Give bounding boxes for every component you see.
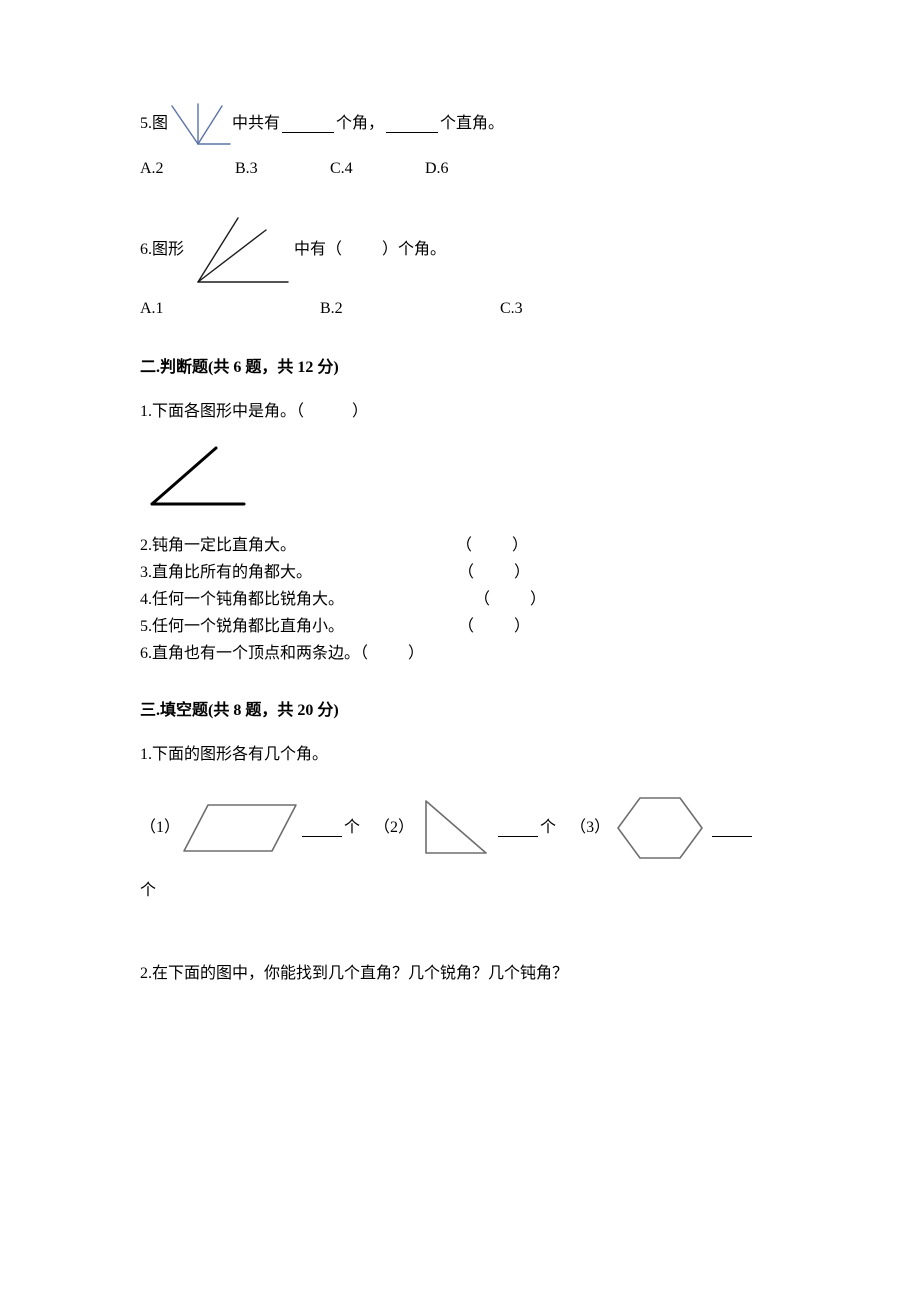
q6-mid1: 中有（	[294, 235, 342, 265]
paren-close: ）	[512, 537, 528, 554]
q6-options: A.1B.2C.3	[140, 294, 780, 324]
s2-q1-close: ）	[352, 403, 368, 420]
option[interactable]: A.2	[140, 154, 235, 184]
s3-q2-text: 2.在下面的图中，你能找到几个直角？几个锐角？几个钝角？	[140, 959, 780, 989]
q5-prefix: 5.图	[140, 109, 168, 139]
option[interactable]: D.6	[425, 154, 520, 184]
q5-mid3: 个直角。	[440, 109, 504, 139]
s3-q1-shapes: （1） 个 （2） 个 （3）	[140, 788, 780, 868]
s3-blank-1[interactable]	[302, 820, 342, 837]
q5-mid1: 中共有	[232, 109, 280, 139]
label-p2: （2）	[374, 813, 414, 843]
paren-close: ）	[530, 591, 546, 608]
paren-close: ）	[408, 645, 424, 662]
option[interactable]: C.3	[500, 294, 680, 324]
option[interactable]: B.3	[235, 154, 330, 184]
q5-mid2: 个角，	[336, 109, 384, 139]
true-false-item: 2.钝角一定比直角大。 （ ）	[140, 532, 780, 559]
section-2-title: 二.判断题(共 6 题，共 12 分)	[140, 353, 780, 383]
q6-figure	[184, 212, 294, 288]
unit-2: 个	[540, 813, 556, 843]
s3-blank-3[interactable]	[712, 820, 752, 837]
paren-close: ）	[514, 618, 530, 635]
q5-figure	[168, 100, 232, 148]
triangle-shape	[414, 795, 496, 861]
section-3-title: 三.填空题(共 8 题，共 20 分)	[140, 696, 780, 726]
tf-text: 6.直角也有一个顶点和两条边。	[140, 645, 360, 662]
s2-q1: 1.下面各图形中是角。（ ）	[140, 397, 780, 427]
question-6: 6.图形 中有（ ）个角。	[140, 212, 780, 288]
true-false-item: 5.任何一个锐角都比直角小。 （ ）	[140, 613, 780, 640]
q6-mid2: ）个角。	[382, 235, 446, 265]
option[interactable]: C.4	[330, 154, 425, 184]
paren-open: （	[458, 618, 474, 635]
q5-options: A.2B.3C.4D.6	[140, 154, 780, 184]
parallelogram-shape	[180, 797, 300, 859]
s3-q1-text: 1.下面的图形各有几个角。	[140, 740, 780, 770]
true-false-item: 4.任何一个钝角都比锐角大。 （ ）	[140, 586, 780, 613]
label-p3: （3）	[570, 813, 610, 843]
unit-1: 个	[344, 813, 360, 843]
paren-open: （	[458, 564, 474, 581]
paren-open: （	[360, 645, 368, 662]
tf-text: 3.直角比所有的角都大。	[140, 564, 312, 581]
q5-blank-1[interactable]	[282, 116, 334, 133]
option[interactable]: A.1	[140, 294, 320, 324]
true-false-item: 6.直角也有一个顶点和两条边。（ ）	[140, 640, 780, 667]
paren-open: （	[456, 537, 472, 554]
q6-prefix: 6.图形	[140, 235, 184, 265]
paren-close: ）	[514, 564, 530, 581]
q5-blank-2[interactable]	[386, 116, 438, 133]
s2-q1-text: 1.下面各图形中是角。（	[140, 403, 304, 420]
tf-text: 5.任何一个锐角都比直角小。	[140, 618, 344, 635]
tf-text: 4.任何一个钝角都比锐角大。	[140, 591, 344, 608]
s3-blank-2[interactable]	[498, 820, 538, 837]
label-p1: （1）	[140, 813, 180, 843]
s2-q1-figure	[140, 442, 250, 512]
paren-open: （	[474, 591, 490, 608]
unit-3: 个	[140, 882, 156, 899]
question-5: 5.图 中共有 个角， 个直角。	[140, 100, 780, 148]
tf-text: 2.钝角一定比直角大。	[140, 537, 296, 554]
option[interactable]: B.2	[320, 294, 500, 324]
true-false-item: 3.直角比所有的角都大。 （ ）	[140, 559, 780, 586]
true-false-list: 2.钝角一定比直角大。（）3.直角比所有的角都大。（）4.任何一个钝角都比锐角大…	[140, 532, 780, 668]
hexagon-shape	[610, 788, 710, 868]
